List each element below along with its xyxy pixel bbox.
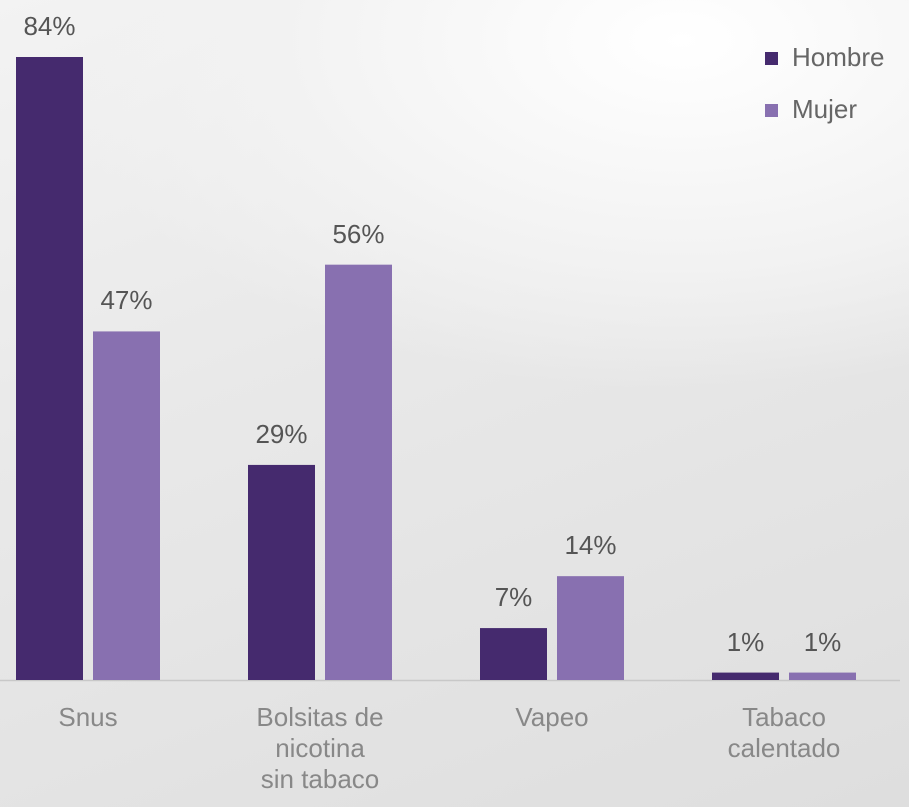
data-label: 56% — [332, 218, 385, 249]
x-tick-label: Tabaco calentado — [727, 702, 841, 763]
bar — [557, 576, 624, 680]
bar — [325, 264, 392, 680]
x-tick-label: Vapeo — [515, 702, 589, 732]
bar — [789, 672, 856, 680]
legend-swatch — [765, 104, 778, 117]
data-label: 7% — [494, 582, 533, 613]
data-label: 29% — [255, 418, 308, 449]
bar — [93, 331, 160, 680]
x-tick-label: Snus — [58, 702, 118, 732]
data-label: 14% — [564, 530, 617, 561]
data-label: 47% — [100, 285, 153, 316]
data-label: 1% — [726, 626, 765, 657]
bar — [480, 628, 547, 680]
bar — [16, 57, 83, 680]
data-label: 1% — [803, 626, 842, 657]
bar — [712, 672, 779, 680]
legend-swatch — [765, 52, 778, 65]
x-tick-label: Bolsitas de nicotina sin tabaco — [256, 702, 384, 794]
data-label: 84% — [23, 11, 76, 41]
bar — [248, 464, 315, 680]
legend-label: Hombre — [792, 42, 885, 72]
legend-label: Mujer — [792, 94, 858, 124]
